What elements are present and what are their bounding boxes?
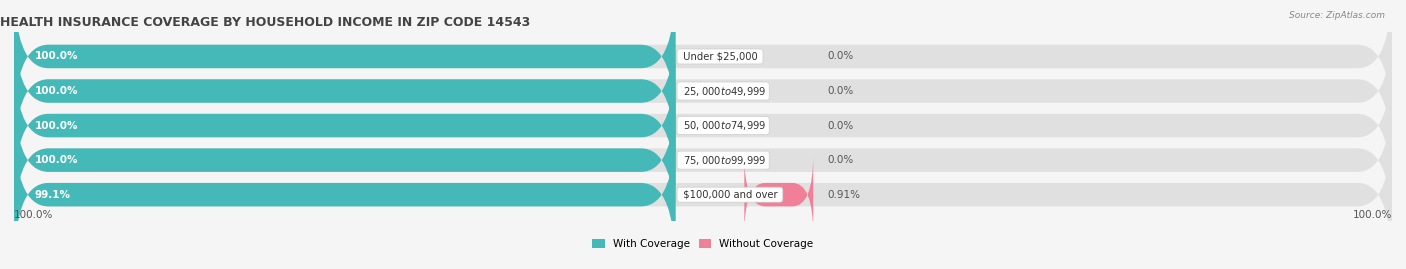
Text: 0.91%: 0.91%: [827, 190, 860, 200]
Text: 0.0%: 0.0%: [827, 86, 853, 96]
FancyBboxPatch shape: [14, 0, 675, 131]
Text: 0.0%: 0.0%: [827, 155, 853, 165]
FancyBboxPatch shape: [14, 86, 1392, 235]
Text: 100.0%: 100.0%: [14, 210, 53, 220]
FancyBboxPatch shape: [744, 155, 813, 235]
Text: 99.1%: 99.1%: [35, 190, 70, 200]
FancyBboxPatch shape: [14, 120, 1392, 269]
Text: $100,000 and over: $100,000 and over: [679, 190, 780, 200]
Text: 100.0%: 100.0%: [1353, 210, 1392, 220]
Text: 100.0%: 100.0%: [35, 51, 79, 61]
FancyBboxPatch shape: [14, 86, 675, 235]
Legend: With Coverage, Without Coverage: With Coverage, Without Coverage: [592, 239, 814, 249]
Text: $75,000 to $99,999: $75,000 to $99,999: [679, 154, 766, 167]
FancyBboxPatch shape: [14, 120, 675, 269]
Text: Under $25,000: Under $25,000: [679, 51, 761, 61]
Text: Source: ZipAtlas.com: Source: ZipAtlas.com: [1289, 11, 1385, 20]
Text: 100.0%: 100.0%: [35, 155, 79, 165]
Text: $25,000 to $49,999: $25,000 to $49,999: [679, 84, 766, 98]
FancyBboxPatch shape: [14, 16, 1392, 166]
FancyBboxPatch shape: [14, 51, 675, 200]
Text: $50,000 to $74,999: $50,000 to $74,999: [679, 119, 766, 132]
Text: 0.0%: 0.0%: [827, 51, 853, 61]
Text: HEALTH INSURANCE COVERAGE BY HOUSEHOLD INCOME IN ZIP CODE 14543: HEALTH INSURANCE COVERAGE BY HOUSEHOLD I…: [0, 16, 530, 29]
FancyBboxPatch shape: [14, 51, 1392, 200]
Text: 0.0%: 0.0%: [827, 121, 853, 130]
FancyBboxPatch shape: [14, 16, 675, 166]
FancyBboxPatch shape: [14, 0, 1392, 131]
Text: 100.0%: 100.0%: [35, 121, 79, 130]
Text: 100.0%: 100.0%: [35, 86, 79, 96]
